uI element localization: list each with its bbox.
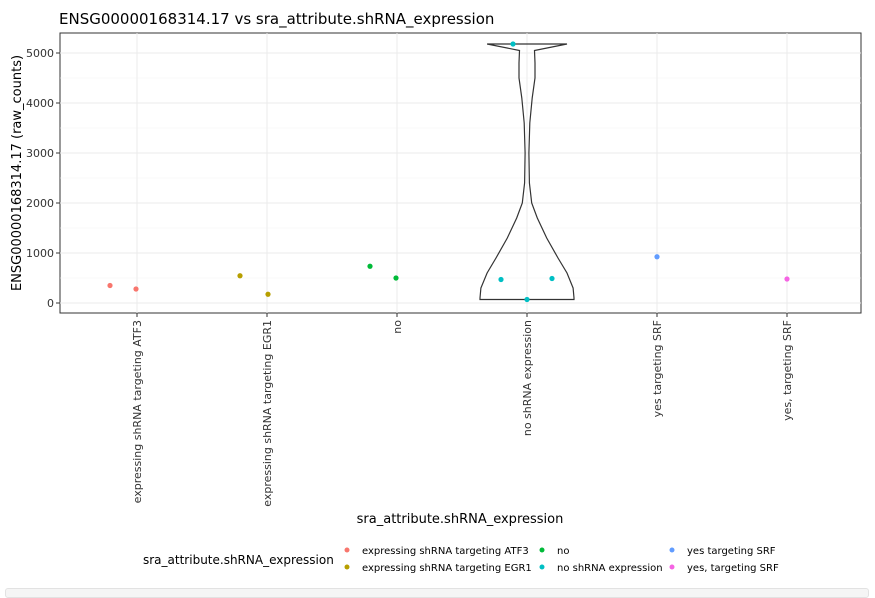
legend-title: sra_attribute.shRNA_expression xyxy=(143,553,334,567)
x-axis-label: sra_attribute.shRNA_expression xyxy=(357,512,564,527)
legend-key xyxy=(669,564,675,570)
data-point xyxy=(107,282,113,289)
data-point xyxy=(524,296,530,303)
data-point xyxy=(133,286,139,292)
y-axis-label: ENSG00000168314.17 (raw_counts) xyxy=(10,55,25,291)
data-points xyxy=(107,41,790,303)
x-axis-ticks: expressing shRNA targeting ATF3 expressin… xyxy=(131,313,794,507)
data-point xyxy=(784,276,790,282)
y-tick-label: 1000 xyxy=(26,247,54,260)
y-tick-label: 5000 xyxy=(26,47,54,60)
data-point xyxy=(654,254,660,260)
data-point xyxy=(393,275,399,281)
y-tick-label: 3000 xyxy=(26,147,54,160)
x-tick-label: yes, targeting SRF xyxy=(781,320,794,421)
legend-key xyxy=(669,547,675,553)
legend-label: yes, targeting SRF xyxy=(687,563,779,574)
data-point xyxy=(498,276,504,283)
legend: sra_attribute.shRNA_expression expressin… xyxy=(143,546,779,574)
bottom-panel-edge xyxy=(5,588,869,598)
violin-layer xyxy=(479,43,575,301)
legend-label: expressing shRNA targeting EGR1 xyxy=(362,563,532,574)
y-tick-label: 0 xyxy=(47,297,54,310)
grid-lines xyxy=(60,33,861,313)
plot-panel xyxy=(59,32,862,314)
legend-label: yes targeting SRF xyxy=(687,546,776,557)
data-point xyxy=(549,275,555,282)
x-tick-label: expressing shRNA targeting EGR1 xyxy=(261,320,274,507)
legend-key xyxy=(539,547,545,553)
y-tick-label: 2000 xyxy=(26,197,54,210)
legend-label: no xyxy=(557,546,569,557)
legend-key xyxy=(344,547,350,553)
legend-key xyxy=(539,564,545,570)
data-point xyxy=(510,41,516,47)
legend-label: expressing shRNA targeting ATF3 xyxy=(362,546,529,557)
x-tick-label: no shRNA expression xyxy=(521,320,534,436)
x-tick-label: no xyxy=(391,320,404,334)
chart-title: ENSG00000168314.17 vs sra_attribute.shRN… xyxy=(59,10,494,29)
x-tick-label: yes targeting SRF xyxy=(651,320,664,417)
legend-key xyxy=(344,564,350,570)
y-axis-ticks: 0 1000 2000 3000 4000 5000 xyxy=(26,47,60,310)
legend-label: no shRNA expression xyxy=(557,563,663,574)
violin-no-shrna-expression xyxy=(479,43,575,301)
data-point xyxy=(237,273,243,279)
data-point xyxy=(367,263,373,269)
data-point xyxy=(265,291,271,297)
x-tick-label: expressing shRNA targeting ATF3 xyxy=(131,320,144,503)
y-tick-label: 4000 xyxy=(26,97,54,110)
